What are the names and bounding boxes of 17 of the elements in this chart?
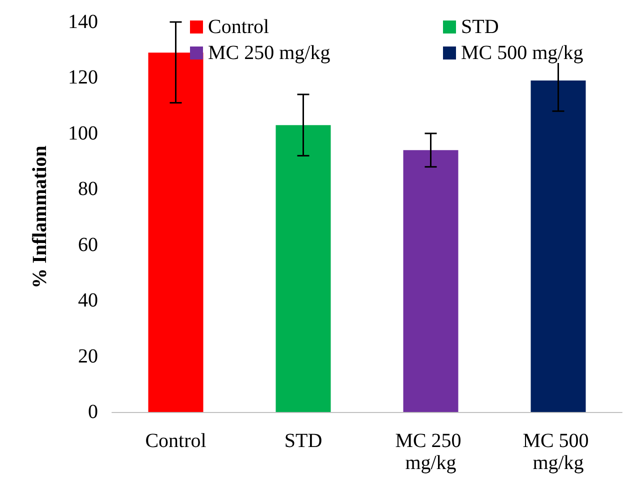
- y-axis-title: % Inflammation: [29, 146, 51, 288]
- y-tick-label: 100: [68, 122, 98, 144]
- y-tick-label: 140: [68, 11, 98, 33]
- x-tick-label: Control: [145, 430, 207, 452]
- x-tick-label: STD: [284, 430, 322, 452]
- y-tick-label: 60: [78, 234, 98, 256]
- x-tick-label: MC 500 mg/kg: [522, 430, 594, 474]
- y-tick-label: 40: [78, 290, 98, 312]
- y-tick-label: 20: [78, 345, 98, 368]
- y-tick-label: 80: [78, 178, 98, 200]
- y-tick-label: 0: [88, 401, 98, 423]
- legend-label: MC 250 mg/kg: [208, 42, 330, 64]
- legend-label: MC 500 mg/kg: [461, 42, 584, 64]
- y-tick-label: 120: [68, 66, 98, 89]
- x-tick-label: MC 250 mg/kg: [395, 430, 466, 474]
- legend-label: STD: [461, 16, 499, 38]
- legend-label: Control: [208, 16, 270, 38]
